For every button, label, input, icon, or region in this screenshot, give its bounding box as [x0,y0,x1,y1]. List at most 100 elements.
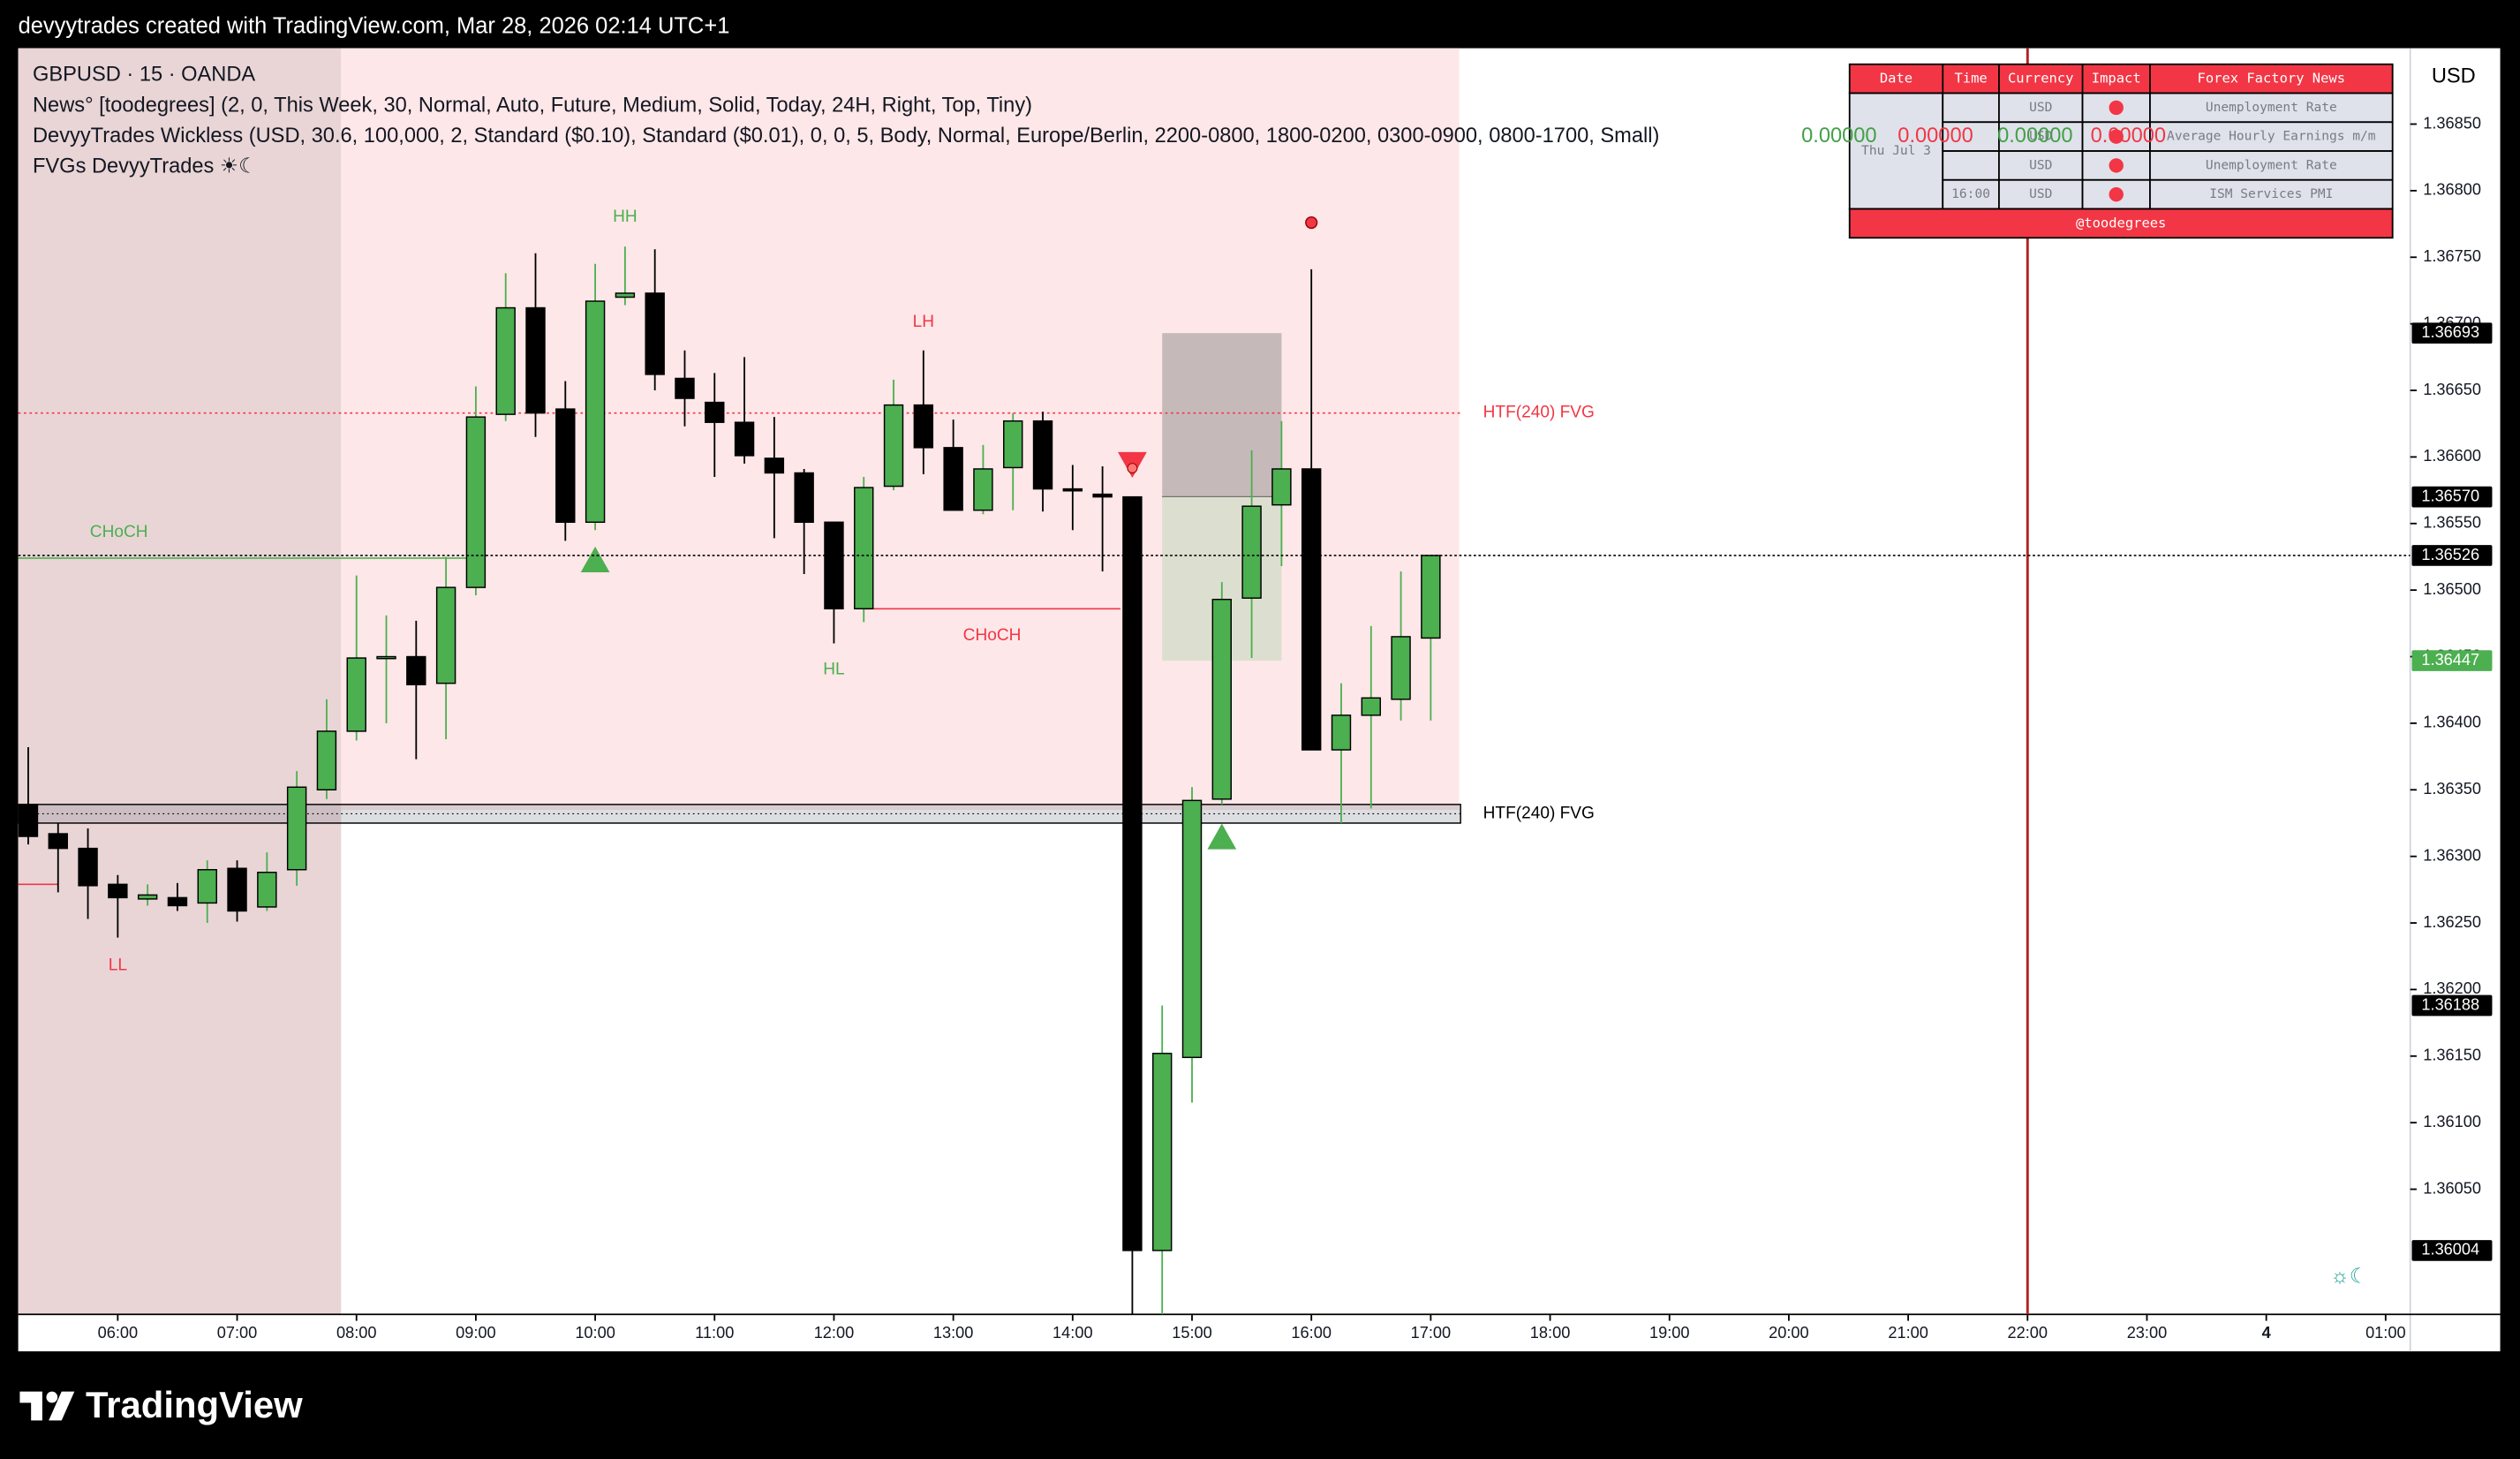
price-badge-label: 1.36004 [2421,1241,2479,1259]
price-badge-label: 1.36526 [2421,546,2479,563]
table-cell [1998,178,2084,210]
y-tick-label: 1.36150 [2423,1047,2481,1064]
logo-mark [46,1391,58,1403]
level-label: CHoCH [90,523,148,541]
price-badge-label: 1.36570 [2421,487,2479,504]
table-currency: USD [2029,186,2052,201]
candle-body [525,306,546,414]
table-header: Time [1954,71,1987,87]
x-tick-label: 07:00 [217,1324,258,1342]
candle-body [585,300,606,523]
candle-body [1092,493,1113,498]
candle-body [48,833,68,850]
swing-label: LH [913,313,934,331]
x-tick-label: 19:00 [1649,1324,1690,1342]
overlay: GBPUSD · 15 · OANDA News° [toodegrees] (2… [33,63,2493,1342]
candle-body [1331,714,1352,751]
y-tick-label: 1.36650 [2423,381,2481,398]
x-tick-label: 23:00 [2127,1324,2168,1342]
candle-body [78,847,98,887]
candle-body [883,404,904,488]
brand: TradingView [86,1384,303,1425]
table-cell [1942,150,2000,181]
signal-dot [1127,463,1138,474]
x-tick-label: 08:00 [336,1324,377,1342]
currency: USD [2432,65,2476,88]
y-tick-label: 1.36100 [2423,1113,2481,1130]
tv-logo [19,1391,75,1421]
logo-mark [49,1391,75,1421]
table-cell [2149,121,2394,152]
table-footer: @toodegrees [2076,215,2166,231]
impact-dot [2109,129,2124,144]
candle-body [645,292,665,375]
y-tick-label: 1.36350 [2423,780,2481,798]
table-header: Currency [2008,71,2073,87]
candle-body [973,468,993,511]
candle-body [1391,636,1411,700]
candle-body [316,730,337,791]
candle-body [764,457,785,474]
y-tick-label: 1.36300 [2423,846,2481,864]
x-tick-label: 01:00 [2365,1324,2406,1342]
candle-body [1003,420,1023,469]
y-tick-label: 1.36800 [2423,181,2481,199]
candle-body [913,404,934,449]
table-cell [2149,150,2394,181]
x-tick-label: 18:00 [1530,1324,1571,1342]
x-tick-label: 17:00 [1411,1324,1452,1342]
candle-body [18,804,39,837]
table-currency: USD [2029,100,2052,115]
candle-body [257,872,277,908]
candle-body [1122,495,1143,1251]
candle-body [555,408,576,523]
x-tick-label: 10:00 [575,1324,615,1342]
table-cell [1942,92,2000,124]
y-tick-label: 1.36500 [2423,580,2481,598]
table-header-bg [1848,63,2394,94]
impact-dot [2109,158,2124,173]
candle-body [137,894,158,900]
candle-body [1211,598,1233,800]
swing-label: HL [823,661,844,679]
x-tick-label: 4 [2262,1324,2272,1342]
price-badge [2411,994,2493,1017]
x-tick-label: 22:00 [2008,1324,2048,1342]
indicator-value: 0.00000 [2091,125,2166,147]
x-tick-label: 09:00 [456,1324,496,1342]
candle-body [1181,799,1203,1059]
indicator-value: 0.00000 [1801,125,1876,147]
indicator-legend: News° [toodegrees] (2, 0, This Week, 30,… [33,94,1032,117]
y-tick-label: 1.36250 [2423,913,2481,931]
price-badge-label: 1.36447 [2421,651,2479,669]
candle-body [1062,488,1083,492]
candle-body [943,447,963,511]
impact-dot [2109,100,2124,116]
position-box [1162,333,1282,497]
symbol-title: GBPUSD · 15 · OANDA [33,64,255,87]
candle-body [734,421,755,457]
candle-body [495,306,516,415]
table-date-cell [1848,92,1944,210]
price-badge [2411,322,2493,344]
fvg-label: HTF(240) FVG [1483,804,1595,822]
candle-body [1421,555,1441,639]
table-time: 16:00 [1951,186,1990,201]
indicator-value: 0.00000 [1997,125,2072,147]
swing-label: LL [109,956,127,974]
x-tick-label: 16:00 [1291,1324,1332,1342]
candle-body [705,401,725,423]
candle-body [406,655,426,685]
table-cell [2149,178,2394,210]
x-tick-label: 12:00 [814,1324,855,1342]
table-date: Thu Jul 3 [1861,143,1931,158]
candle-body [197,869,217,904]
level-label: CHoCH [963,626,1022,645]
table-header: Date [1880,71,1913,87]
table-cell [1998,121,2084,152]
price-badge-label: 1.36188 [2421,995,2479,1013]
impact-dot [2109,186,2124,202]
candle-body [1032,420,1053,490]
